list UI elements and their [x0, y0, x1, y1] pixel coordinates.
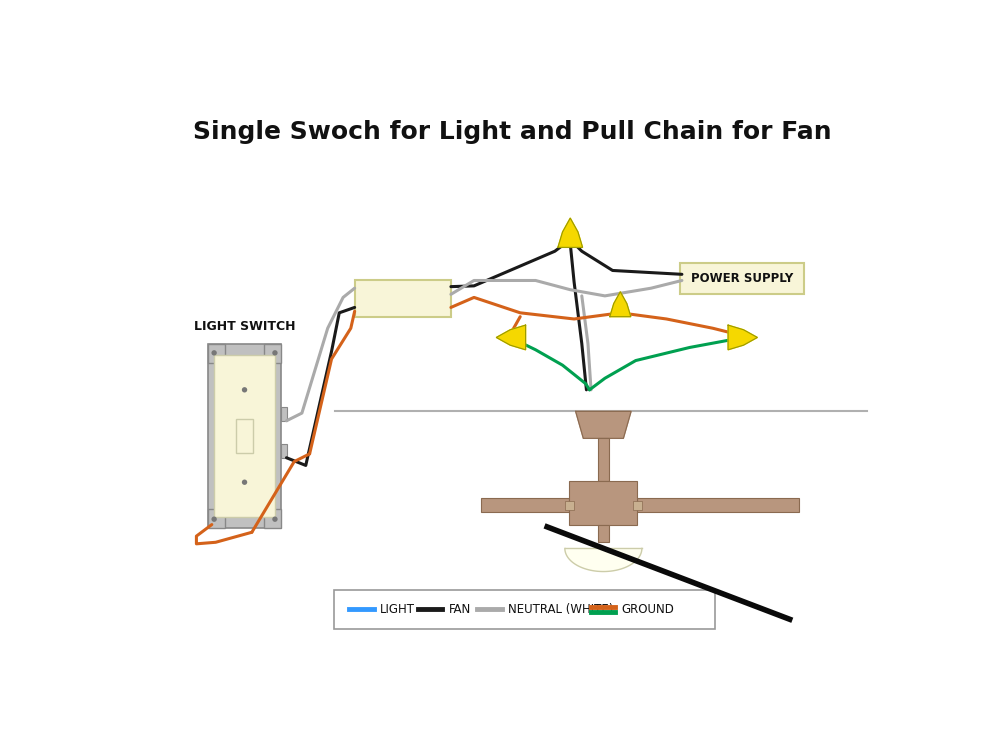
Circle shape — [242, 387, 247, 392]
Circle shape — [242, 480, 247, 485]
Circle shape — [211, 350, 217, 356]
Text: LIGHT: LIGHT — [380, 603, 415, 615]
Polygon shape — [576, 411, 631, 439]
Text: POWER SUPPLY: POWER SUPPLY — [691, 272, 793, 285]
Text: NEUTRAL (WHITE): NEUTRAL (WHITE) — [508, 603, 614, 615]
Polygon shape — [565, 548, 642, 571]
FancyBboxPatch shape — [481, 498, 569, 513]
Circle shape — [272, 350, 278, 356]
Text: LIGHT SWITCH: LIGHT SWITCH — [194, 320, 295, 333]
FancyBboxPatch shape — [355, 280, 451, 318]
FancyBboxPatch shape — [208, 510, 225, 528]
FancyBboxPatch shape — [208, 344, 225, 363]
FancyBboxPatch shape — [236, 419, 253, 454]
FancyBboxPatch shape — [637, 498, 799, 513]
Circle shape — [272, 516, 278, 522]
FancyBboxPatch shape — [281, 444, 287, 458]
Polygon shape — [496, 325, 526, 350]
Polygon shape — [728, 325, 757, 350]
FancyBboxPatch shape — [264, 344, 281, 363]
FancyBboxPatch shape — [281, 407, 287, 421]
FancyBboxPatch shape — [598, 439, 609, 480]
FancyBboxPatch shape — [214, 355, 275, 517]
FancyBboxPatch shape — [633, 501, 642, 510]
Text: FAN: FAN — [449, 603, 471, 615]
Circle shape — [211, 516, 217, 522]
Polygon shape — [610, 292, 631, 316]
Text: Single Swoch for Light and Pull Chain for Fan: Single Swoch for Light and Pull Chain fo… — [193, 120, 832, 144]
FancyBboxPatch shape — [264, 510, 281, 528]
FancyBboxPatch shape — [208, 344, 281, 528]
Polygon shape — [558, 218, 583, 248]
Text: GROUND: GROUND — [621, 603, 674, 615]
FancyBboxPatch shape — [334, 590, 715, 629]
FancyBboxPatch shape — [598, 525, 609, 542]
FancyBboxPatch shape — [680, 263, 804, 294]
FancyBboxPatch shape — [565, 501, 574, 510]
FancyBboxPatch shape — [569, 480, 637, 525]
